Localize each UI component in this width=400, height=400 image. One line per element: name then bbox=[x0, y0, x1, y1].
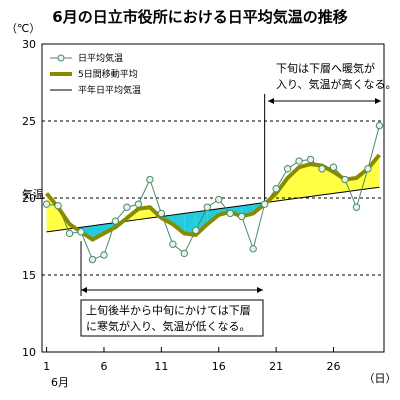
y-tick-label-30: 30 bbox=[22, 38, 36, 51]
daily-point-13 bbox=[180, 249, 189, 258]
daily-point-23 bbox=[295, 157, 303, 165]
annotation-late-line-1: 下旬は下層へ暖気が bbox=[276, 61, 375, 75]
daily-point-22 bbox=[283, 165, 292, 173]
y-unit-label: （℃） bbox=[6, 22, 40, 35]
annotation-early-box bbox=[80, 299, 264, 337]
daily-point-2 bbox=[54, 202, 62, 210]
annotation-early: 上旬後半から中旬にかけては下層 に寒気が入り、気温が低くなる。 bbox=[80, 287, 264, 337]
x-tick-label-21: 21 bbox=[269, 360, 283, 373]
daily-point-8 bbox=[123, 203, 131, 211]
x-tick-label-16: 16 bbox=[212, 360, 226, 373]
annotation-late-line-2: 入り、気温が高くなる。 bbox=[276, 77, 397, 91]
annotation-late-arrowhead-left bbox=[268, 98, 274, 104]
grid-group bbox=[42, 94, 384, 296]
daily-point-6 bbox=[100, 251, 108, 259]
plot-frame bbox=[41, 43, 385, 353]
daily-point-15 bbox=[203, 203, 211, 211]
annotation-early-line-1: 上旬後半から中旬にかけては下層 bbox=[86, 303, 251, 317]
legend-daily-marker bbox=[57, 54, 65, 62]
daily-point-5 bbox=[88, 255, 97, 264]
legend-normal-label: 平年日平均気温 bbox=[78, 84, 141, 96]
annotation-late-box bbox=[271, 57, 383, 95]
daily-point-9 bbox=[134, 200, 143, 208]
y-tick-label-15: 15 bbox=[22, 269, 36, 282]
fill-segment-25 bbox=[333, 171, 345, 194]
legend-ma5-label: 5日間移動平均 bbox=[78, 68, 138, 80]
daily-point-25 bbox=[318, 165, 326, 173]
daily-point-7 bbox=[111, 217, 120, 225]
daily-point-18 bbox=[237, 212, 246, 221]
daily-point-29 bbox=[364, 165, 372, 173]
normal-temperature-line bbox=[46, 186, 380, 233]
fill-segment-27 bbox=[356, 168, 368, 191]
annotation-early-line-2: に寒気が入り、気温が低くなる。 bbox=[86, 319, 251, 333]
daily-point-27 bbox=[341, 175, 349, 184]
fill-segment-28 bbox=[367, 154, 380, 189]
y-tick-label-25: 25 bbox=[22, 115, 36, 128]
daily-point-21 bbox=[272, 185, 280, 193]
daily-markers-group bbox=[42, 121, 384, 264]
daily-point-17 bbox=[226, 209, 234, 218]
daily-point-16 bbox=[215, 195, 223, 204]
y-tick-label-10: 10 bbox=[22, 346, 36, 359]
legend-daily-label: 日平均気温 bbox=[78, 52, 123, 64]
x-unit-label: （日） bbox=[364, 372, 397, 385]
fill-segment-11 bbox=[172, 213, 185, 234]
daily-point-20 bbox=[260, 200, 269, 208]
x-tick-label-6: 6 bbox=[100, 360, 107, 373]
y-axis-label: 気温 bbox=[22, 187, 44, 201]
daily-point-24 bbox=[306, 155, 315, 164]
daily-point-14 bbox=[192, 226, 200, 235]
fill-segment-22 bbox=[299, 164, 311, 198]
daily-point-1 bbox=[42, 200, 51, 208]
chart-title: 6月の日立市役所における日平均気温の推移 bbox=[52, 8, 348, 26]
x-tick-label-1: 1 bbox=[43, 360, 50, 373]
daily-point-26 bbox=[329, 163, 338, 171]
fill-segment-21 bbox=[287, 167, 300, 200]
y-tick-label-20: 20 bbox=[22, 192, 36, 205]
fill-segment-24 bbox=[322, 165, 334, 195]
x-tick-label-26: 26 bbox=[327, 360, 341, 373]
daily-point-10 bbox=[146, 175, 154, 184]
daily-point-4 bbox=[77, 228, 85, 236]
daily-point-28 bbox=[352, 203, 361, 211]
annotation-early-arrowhead-left bbox=[81, 287, 87, 293]
fill-segment-23 bbox=[310, 164, 323, 197]
fill-segment-4 bbox=[92, 224, 104, 240]
annotation-late: 下旬は下層へ暖気が 入り、気温が高くなる。 bbox=[268, 57, 397, 104]
x-month-label: 6月 bbox=[51, 376, 69, 389]
daily-point-3 bbox=[65, 229, 74, 238]
x-tick-label-11: 11 bbox=[154, 360, 168, 373]
daily-point-11 bbox=[157, 209, 166, 218]
annotation-early-arrowhead-right bbox=[257, 287, 263, 293]
daily-point-12 bbox=[169, 240, 177, 248]
daily-point-30 bbox=[375, 121, 384, 130]
legend: 日平均気温 5日間移動平均 平年日平均気温 bbox=[50, 52, 141, 96]
daily-point-19 bbox=[249, 245, 257, 253]
annotation-late-arrowhead-right bbox=[375, 98, 381, 104]
